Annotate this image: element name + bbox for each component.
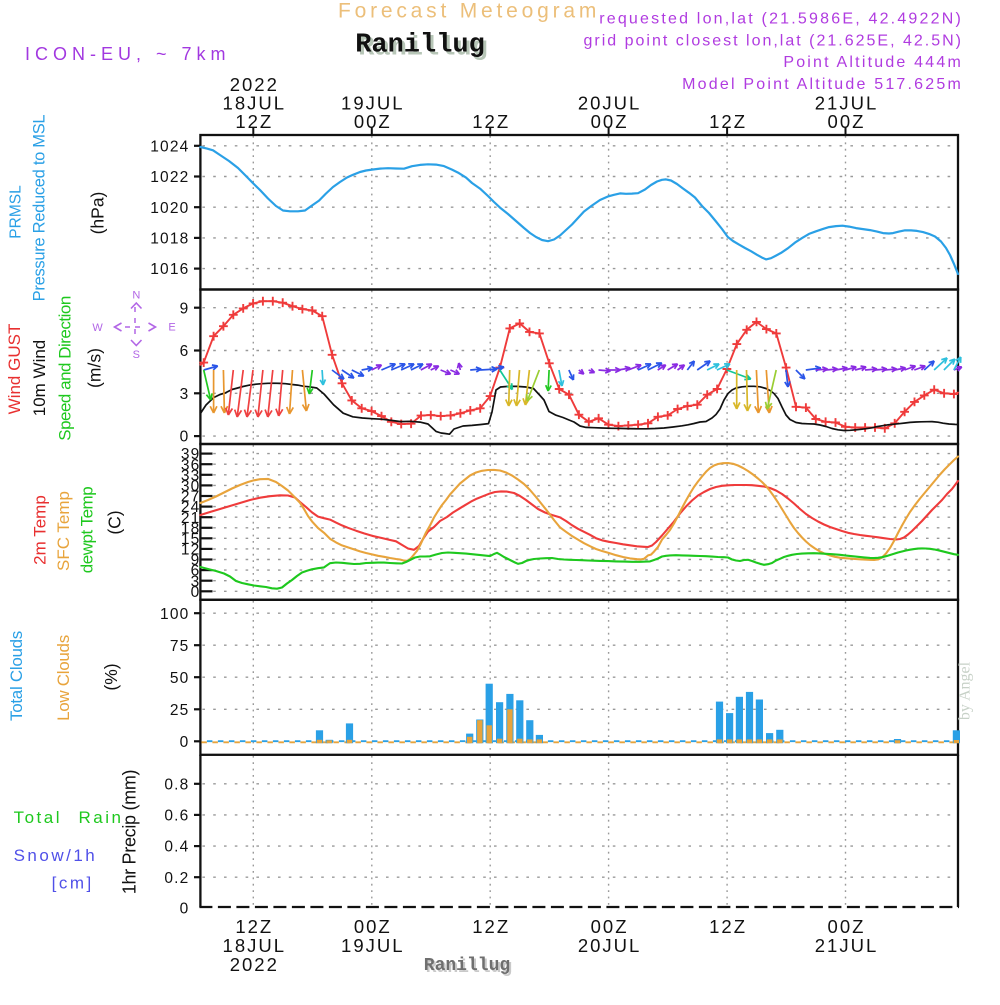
svg-text:75: 75	[170, 638, 190, 655]
svg-text:21JUL: 21JUL	[815, 935, 878, 956]
svg-text:00Z: 00Z	[828, 916, 866, 937]
svg-text:0.8: 0.8	[164, 776, 189, 793]
svg-text:by Angel: by Angel	[957, 661, 974, 720]
svg-text:2022: 2022	[230, 954, 279, 975]
svg-text:Ranillug: Ranillug	[355, 31, 485, 61]
svg-text:Pressure Reduced to MSL: Pressure Reduced to MSL	[30, 115, 48, 302]
svg-text:12Z: 12Z	[709, 916, 747, 937]
svg-text:E: E	[168, 322, 175, 334]
svg-text:Total: Total	[14, 808, 62, 827]
svg-text:0: 0	[180, 901, 190, 918]
svg-text:0.6: 0.6	[164, 808, 189, 825]
svg-text:PRMSL: PRMSL	[8, 185, 25, 239]
svg-text:Wind GUST: Wind GUST	[5, 324, 24, 415]
svg-text:(C): (C)	[105, 510, 125, 534]
svg-text:12Z: 12Z	[472, 916, 510, 937]
svg-text:1020: 1020	[150, 200, 189, 217]
svg-text:25: 25	[170, 702, 190, 719]
svg-text:1024: 1024	[150, 138, 189, 155]
svg-text:Speed and Direction: Speed and Direction	[55, 296, 74, 441]
svg-text:2m Temp: 2m Temp	[30, 495, 49, 565]
svg-text:Total Clouds: Total Clouds	[7, 631, 26, 721]
svg-text:12Z: 12Z	[472, 111, 510, 132]
svg-text:12Z: 12Z	[709, 111, 747, 132]
svg-text:3: 3	[180, 386, 190, 403]
svg-text:19JUL: 19JUL	[341, 935, 404, 956]
svg-text:Low Clouds: Low Clouds	[54, 635, 73, 721]
svg-text:grid point closest lon,lat (21: grid point closest lon,lat (21.625E, 42.…	[584, 33, 964, 50]
svg-text:00Z: 00Z	[354, 111, 392, 132]
svg-text:18JUL: 18JUL	[223, 935, 286, 956]
svg-text:Snow/1h: Snow/1h	[14, 846, 98, 865]
svg-text:ICON-EU, ~ 7km: ICON-EU, ~ 7km	[25, 44, 231, 64]
svg-text:9: 9	[180, 300, 190, 317]
svg-text:S: S	[133, 349, 140, 361]
svg-text:1018: 1018	[150, 231, 189, 248]
svg-text:Point Altitude 444m: Point Altitude 444m	[783, 54, 963, 71]
svg-text:Ranillug: Ranillug	[424, 956, 510, 976]
svg-text:00Z: 00Z	[828, 111, 866, 132]
svg-text:20JUL: 20JUL	[578, 935, 641, 956]
svg-text:0.4: 0.4	[164, 839, 189, 856]
svg-text:1016: 1016	[150, 261, 189, 278]
svg-text:[cm]: [cm]	[52, 874, 94, 893]
svg-text:50: 50	[170, 670, 190, 687]
svg-text:Model Point Altitude 517.625m: Model Point Altitude 517.625m	[682, 76, 963, 93]
svg-text:0: 0	[180, 734, 190, 751]
svg-text:6: 6	[180, 343, 190, 360]
svg-text:12Z: 12Z	[235, 111, 273, 132]
svg-text:0.2: 0.2	[164, 870, 189, 887]
svg-text:1hr Precip (mm): 1hr Precip (mm)	[119, 770, 139, 895]
svg-text:Forecast Meteogram: Forecast Meteogram	[338, 0, 600, 23]
svg-text:W: W	[92, 322, 103, 334]
svg-text:requested lon,lat (21.5986E, 4: requested lon,lat (21.5986E, 42.4922N)	[599, 11, 963, 28]
svg-text:00Z: 00Z	[354, 916, 392, 937]
svg-text:1022: 1022	[150, 169, 189, 186]
svg-text:00Z: 00Z	[591, 111, 629, 132]
svg-text:0: 0	[180, 429, 190, 446]
svg-text:dewpt Temp: dewpt Temp	[77, 487, 96, 573]
svg-text:(%): (%)	[101, 663, 121, 690]
svg-text:SFC Temp: SFC Temp	[54, 491, 73, 571]
svg-text:00Z: 00Z	[591, 916, 629, 937]
svg-text:N: N	[132, 290, 140, 302]
svg-text:(hPa): (hPa)	[88, 192, 108, 235]
svg-text:100: 100	[160, 606, 189, 623]
svg-text:39: 39	[181, 446, 201, 463]
svg-text:10m Wind: 10m Wind	[30, 340, 49, 417]
svg-text:12Z: 12Z	[235, 916, 273, 937]
svg-text:(m/s): (m/s)	[85, 348, 105, 388]
svg-text:Rain: Rain	[79, 808, 124, 827]
